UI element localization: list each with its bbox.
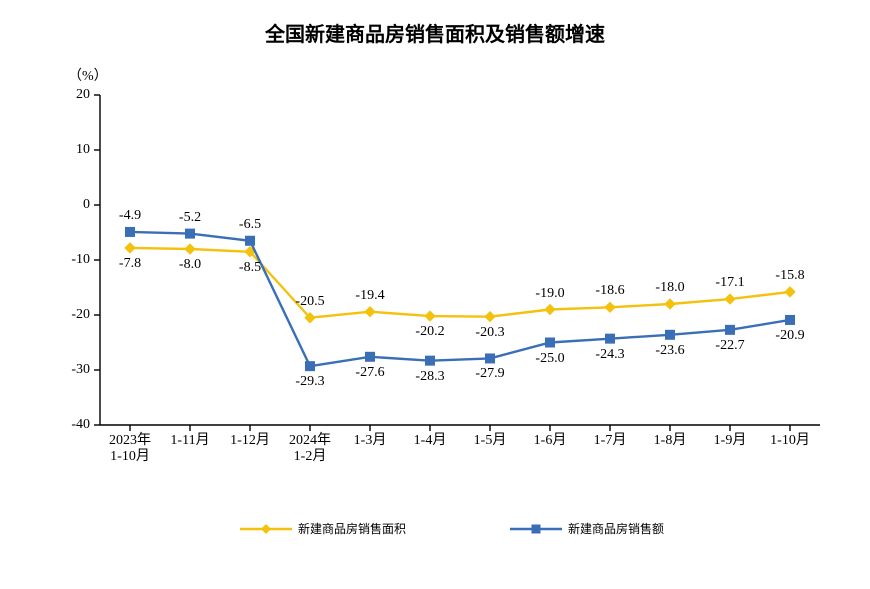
data-label: -19.4: [355, 288, 384, 304]
data-label: -20.9: [775, 328, 804, 344]
y-tick-label: 0: [83, 197, 90, 213]
data-label: -28.3: [415, 369, 444, 385]
x-tick-label: 1-10月: [750, 433, 830, 449]
data-label: -20.2: [415, 324, 444, 340]
data-label: -15.8: [775, 268, 804, 284]
y-tick-label: -30: [71, 362, 90, 378]
data-label: -27.6: [355, 365, 384, 381]
data-label: -25.0: [535, 351, 564, 367]
data-label: -6.5: [239, 217, 261, 233]
legend-label: 新建商品房销售额: [568, 520, 664, 537]
data-label: -20.5: [295, 294, 324, 310]
y-tick-label: 10: [76, 142, 90, 158]
data-label: -5.2: [179, 210, 201, 226]
chart-plot: [0, 0, 870, 589]
line-chart: 全国新建商品房销售面积及销售额增速 （%） 20100-10-20-30-402…: [0, 0, 870, 589]
data-label: -4.9: [119, 208, 141, 224]
data-label: -19.0: [535, 286, 564, 302]
data-label: -22.7: [715, 338, 744, 354]
y-tick-label: -40: [71, 417, 90, 433]
data-label: -27.9: [475, 366, 504, 382]
square-marker-icon: [510, 522, 562, 536]
data-label: -8.5: [239, 260, 261, 276]
data-label: -29.3: [295, 374, 324, 390]
data-label: -18.6: [595, 283, 624, 299]
legend-item: 新建商品房销售额: [510, 520, 664, 537]
data-label: -18.0: [655, 280, 684, 296]
data-label: -8.0: [179, 257, 201, 273]
data-label: -24.3: [595, 347, 624, 363]
diamond-marker-icon: [240, 522, 292, 536]
data-label: -23.6: [655, 343, 684, 359]
legend-label: 新建商品房销售面积: [298, 520, 406, 537]
y-tick-label: -20: [71, 307, 90, 323]
data-label: -7.8: [119, 256, 141, 272]
data-label: -20.3: [475, 325, 504, 341]
data-label: -17.1: [715, 275, 744, 291]
y-tick-label: 20: [76, 87, 90, 103]
y-tick-label: -10: [71, 252, 90, 268]
legend-item: 新建商品房销售面积: [240, 520, 406, 537]
